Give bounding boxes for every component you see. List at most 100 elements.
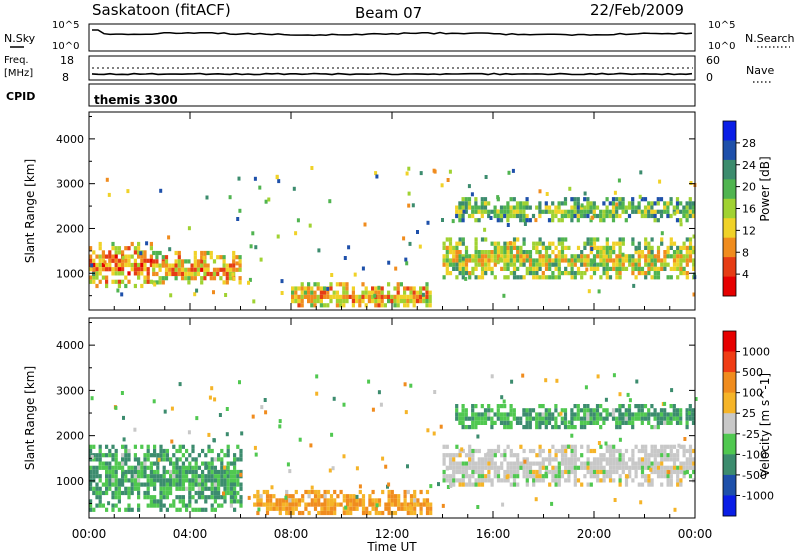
heatmap-cell	[220, 448, 224, 454]
heatmap-cell	[105, 478, 109, 483]
heatmap-cell	[238, 276, 242, 281]
heatmap-cell	[589, 420, 593, 425]
heatmap-cell	[557, 241, 561, 246]
heatmap-cell	[516, 250, 520, 255]
colorbar-swatch	[723, 218, 736, 238]
heatmap-cell	[254, 452, 258, 457]
heatmap-cell	[195, 288, 199, 293]
heatmap-cell	[468, 271, 472, 276]
heatmap-cell	[164, 276, 169, 281]
heatmap-cell	[206, 263, 210, 268]
heatmap-cell	[519, 250, 523, 255]
heatmap-cell	[599, 453, 603, 458]
heatmap-cell	[669, 241, 673, 246]
heatmap-cell	[330, 432, 334, 437]
heatmap-cell	[637, 408, 641, 413]
heatmap-cell	[355, 498, 359, 503]
heatmap-cell	[586, 237, 590, 242]
heatmap-cell	[663, 201, 667, 206]
heatmap-cell	[618, 271, 622, 276]
heatmap-cell	[656, 258, 661, 263]
heatmap-cell	[554, 478, 558, 483]
heatmap-cell	[596, 461, 600, 466]
heatmap-cell	[194, 482, 198, 487]
heatmap-cell	[692, 457, 696, 462]
heatmap-cell	[117, 271, 121, 276]
heatmap-cell	[461, 412, 465, 417]
heatmap-cell	[640, 448, 645, 454]
heatmap-cell	[640, 266, 645, 271]
heatmap-cell	[548, 241, 552, 246]
heatmap-cell	[193, 255, 197, 260]
heatmap-cell	[373, 293, 377, 298]
heatmap-cell	[458, 461, 462, 466]
heatmap-cell	[480, 404, 484, 409]
heatmap-cell	[672, 469, 677, 475]
heatmap-cell	[544, 465, 549, 470]
heatmap-cell	[95, 474, 99, 479]
heatmap-cell	[429, 510, 433, 516]
heatmap-cell	[193, 250, 197, 256]
heatmap-cell	[171, 267, 175, 272]
heatmap-cell	[586, 262, 590, 267]
heatmap-cell	[503, 254, 507, 259]
heatmap-cell	[477, 469, 481, 475]
heatmap-cell	[461, 218, 465, 223]
heatmap-cell	[576, 254, 581, 259]
heatmap-cell	[280, 279, 284, 284]
heatmap-cell	[509, 482, 513, 487]
heatmap-cell	[592, 271, 597, 276]
heatmap-cell	[480, 474, 485, 479]
heatmap-cell	[200, 276, 204, 281]
heatmap-cell	[496, 197, 500, 202]
heatmap-cell	[643, 213, 648, 219]
heatmap-cell	[130, 474, 134, 479]
heatmap-cell	[367, 379, 371, 384]
heatmap-cell	[640, 465, 645, 470]
heatmap-cell	[631, 201, 635, 206]
heatmap-cell	[666, 420, 670, 425]
heatmap-cell	[468, 474, 472, 479]
heatmap-cell	[117, 461, 121, 466]
heatmap-cell	[621, 266, 625, 271]
heatmap-cell	[371, 290, 375, 295]
heatmap-cell	[589, 474, 593, 479]
heatmap-cell	[688, 465, 693, 470]
heatmap-cell	[576, 408, 580, 413]
heatmap-cell	[650, 213, 654, 219]
heatmap-cell	[624, 465, 629, 470]
heatmap-cell	[95, 495, 99, 500]
heatmap-cell	[653, 258, 657, 263]
heatmap-cell	[573, 469, 577, 475]
heatmap-cell	[589, 237, 593, 242]
heatmap-cell	[612, 465, 616, 470]
heatmap-cell	[200, 255, 204, 260]
heatmap-cell	[525, 201, 529, 206]
heatmap-cell	[660, 444, 664, 449]
heatmap-cell	[643, 197, 648, 202]
heatmap-cell	[627, 412, 632, 417]
heatmap-cell	[599, 245, 603, 250]
heatmap-cell	[541, 245, 545, 250]
heatmap-cell	[313, 506, 318, 511]
heatmap-cell	[92, 271, 95, 276]
heatmap-cell	[573, 412, 577, 417]
heatmap-cell	[316, 286, 320, 291]
heatmap-cell	[487, 457, 491, 462]
heatmap-cell	[281, 502, 286, 507]
heatmap-cell	[117, 495, 121, 500]
heatmap-cell	[158, 267, 162, 272]
heatmap-cell	[313, 303, 317, 308]
heatmap-cell	[307, 510, 311, 516]
heatmap-cell	[130, 465, 134, 470]
heatmap-cell	[236, 490, 240, 496]
heatmap-cell	[197, 453, 201, 458]
heatmap-cell	[425, 282, 429, 287]
nsky-trace	[92, 29, 693, 37]
heatmap-cell	[442, 457, 446, 462]
heatmap-cell	[89, 465, 93, 470]
heatmap-cell	[217, 474, 221, 479]
heatmap-cell	[239, 469, 243, 475]
heatmap-cell	[515, 209, 520, 214]
heatmap-cell	[663, 258, 667, 263]
